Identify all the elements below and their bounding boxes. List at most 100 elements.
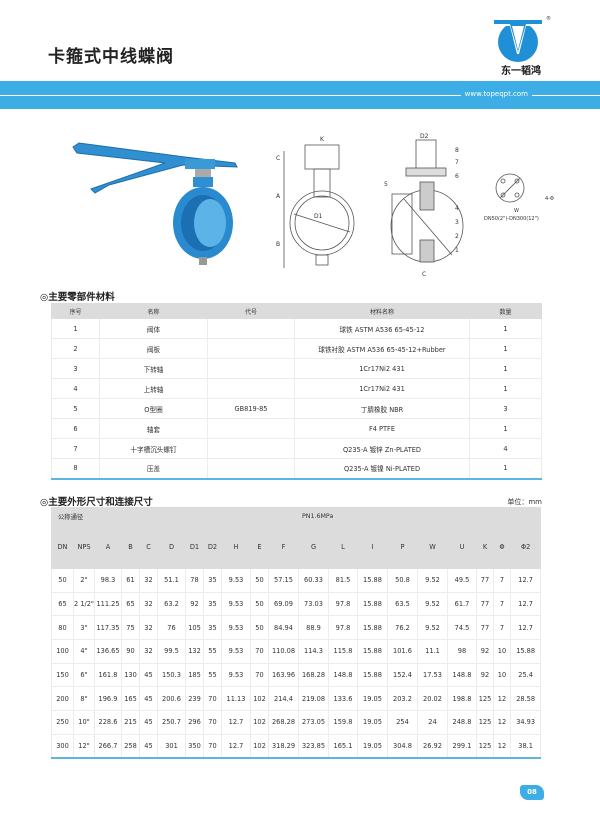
table-cell: [207, 378, 295, 399]
table-cell: 77: [476, 591, 494, 617]
svg-text:A: A: [276, 193, 281, 200]
table-cell: 214.4: [268, 686, 299, 712]
table-cell: 2": [73, 568, 95, 593]
table-cell: 4": [73, 639, 95, 664]
table-row: 65 2 1/2" 111.25 65 32 63.2 92 35 9.53 50 69.09 73.…: [51, 591, 542, 617]
table-cell: 32: [139, 591, 158, 617]
table-cell: 61: [121, 568, 140, 593]
table-cell: [207, 458, 295, 479]
table-cell: 102: [250, 686, 269, 712]
table-cell: 273.05: [298, 710, 329, 735]
table-cell: 268.28: [268, 710, 299, 735]
table-row: 300 12" 266.7 258 45 301 350 70 12.7 102 318.29 323…: [51, 733, 542, 759]
svg-text:K: K: [320, 136, 325, 143]
table-cell: 130: [121, 662, 140, 688]
table-cell: 248.8: [447, 710, 477, 735]
table-cell: 150: [51, 662, 74, 688]
table-cell: 6": [73, 662, 95, 688]
table-cell: 阀体: [99, 318, 208, 339]
table-cell: 60.33: [298, 568, 329, 593]
table-cell: 丁腈橡胶 NBR: [294, 398, 470, 419]
table-cell: 55: [203, 639, 222, 664]
table-cell: 10": [73, 710, 95, 735]
table-cell: 45: [139, 686, 158, 712]
table-cell: 77: [476, 568, 494, 593]
table-cell: 148.8: [447, 662, 477, 688]
table-cell: 十字槽沉头螺钉: [99, 438, 208, 459]
table-cell: [207, 418, 295, 439]
table-cell: 5: [51, 398, 100, 419]
table-cell: 50.8: [387, 568, 418, 593]
table-cell: [207, 318, 295, 339]
table-cell: 19.05: [357, 710, 388, 735]
table-cell: 轴套: [99, 418, 208, 439]
table-cell: [207, 358, 295, 379]
table-cell: 11.1: [417, 639, 448, 664]
table-cell: 70: [203, 686, 222, 712]
dims-column-header: F: [268, 525, 299, 569]
table-row: 1 阀体 球铁 ASTM A536 65-45-12 1: [51, 318, 542, 339]
table-cell: 97.8: [328, 591, 358, 617]
table-cell: 19.05: [357, 733, 388, 759]
table-cell: 7: [493, 568, 511, 593]
table-cell: 132: [185, 639, 204, 664]
table-cell: 299.1: [447, 733, 477, 759]
table-cell: 9.53: [221, 615, 251, 641]
table-cell: 2 1/2": [73, 591, 95, 617]
table-cell: 12: [493, 733, 511, 759]
table-cell: 125: [476, 733, 494, 759]
table-cell: 1Cr17Ni2 431: [294, 358, 470, 379]
table-cell: 150.3: [157, 662, 186, 688]
website-url[interactable]: www.topeqpt.com: [460, 90, 532, 98]
svg-text:D1: D1: [314, 213, 323, 220]
table-cell: 50: [250, 591, 269, 617]
table-cell: 80: [51, 615, 74, 641]
table-cell: 76: [157, 615, 186, 641]
table-cell: GB819-85: [207, 398, 295, 419]
table-cell: 63.5: [387, 591, 418, 617]
table-cell: 92: [185, 591, 204, 617]
table-cell: 3: [469, 398, 542, 419]
table-cell: 35: [203, 568, 222, 593]
dims-column-header: D2: [203, 525, 222, 569]
table-cell: 73.03: [298, 591, 329, 617]
table-cell: 阀板: [99, 338, 208, 359]
brand-name: 东一韬鸿: [501, 66, 541, 77]
table-cell: 32: [139, 568, 158, 593]
dims-column-header: A: [94, 525, 122, 569]
nominal-diameter-header: 公称通径: [51, 507, 95, 526]
svg-text:DN50(2")-DN300(12"): DN50(2")-DN300(12"): [484, 216, 539, 222]
table-cell: 125: [476, 686, 494, 712]
table-cell: 9.53: [221, 591, 251, 617]
table-cell: 102: [250, 710, 269, 735]
table-cell: 15.88: [357, 615, 388, 641]
table-row: 6 轴套 F4 PTFE 1: [51, 418, 542, 439]
dims-column-header: G: [298, 525, 329, 569]
table-row: 80 3" 117.35 75 32 76 105 35 9.53 50 84.94 88.9 97.8…: [51, 615, 542, 641]
table-cell: 74.5: [447, 615, 477, 641]
table-cell: 196.9: [94, 686, 122, 712]
dims-column-header: E: [250, 525, 269, 569]
table-cell: 8: [51, 458, 100, 479]
dims-column-header: NPS: [73, 525, 95, 569]
parts-column-header: 数量: [469, 303, 542, 319]
table-cell: 下转轴: [99, 358, 208, 379]
dims-column-header: P: [387, 525, 418, 569]
table-cell: 105: [185, 615, 204, 641]
table-cell: 250: [51, 710, 74, 735]
table-row: 4 上转轴 1Cr17Ni2 431 1: [51, 378, 542, 399]
product-photo: [72, 142, 238, 265]
table-cell: 35: [203, 615, 222, 641]
svg-text:5: 5: [384, 181, 388, 188]
table-cell: 28.58: [509, 686, 542, 712]
table-cell: 296: [185, 710, 204, 735]
table-cell: 12: [493, 710, 511, 735]
table-cell: 266.7: [94, 733, 122, 759]
table-cell: 100: [51, 639, 74, 664]
table-cell: 228.6: [94, 710, 122, 735]
table-cell: 84.94: [268, 615, 299, 641]
parts-column-header: 名称: [99, 303, 208, 319]
table-cell: 250.7: [157, 710, 186, 735]
table-cell: 97.8: [328, 615, 358, 641]
table-cell: 75: [121, 615, 140, 641]
